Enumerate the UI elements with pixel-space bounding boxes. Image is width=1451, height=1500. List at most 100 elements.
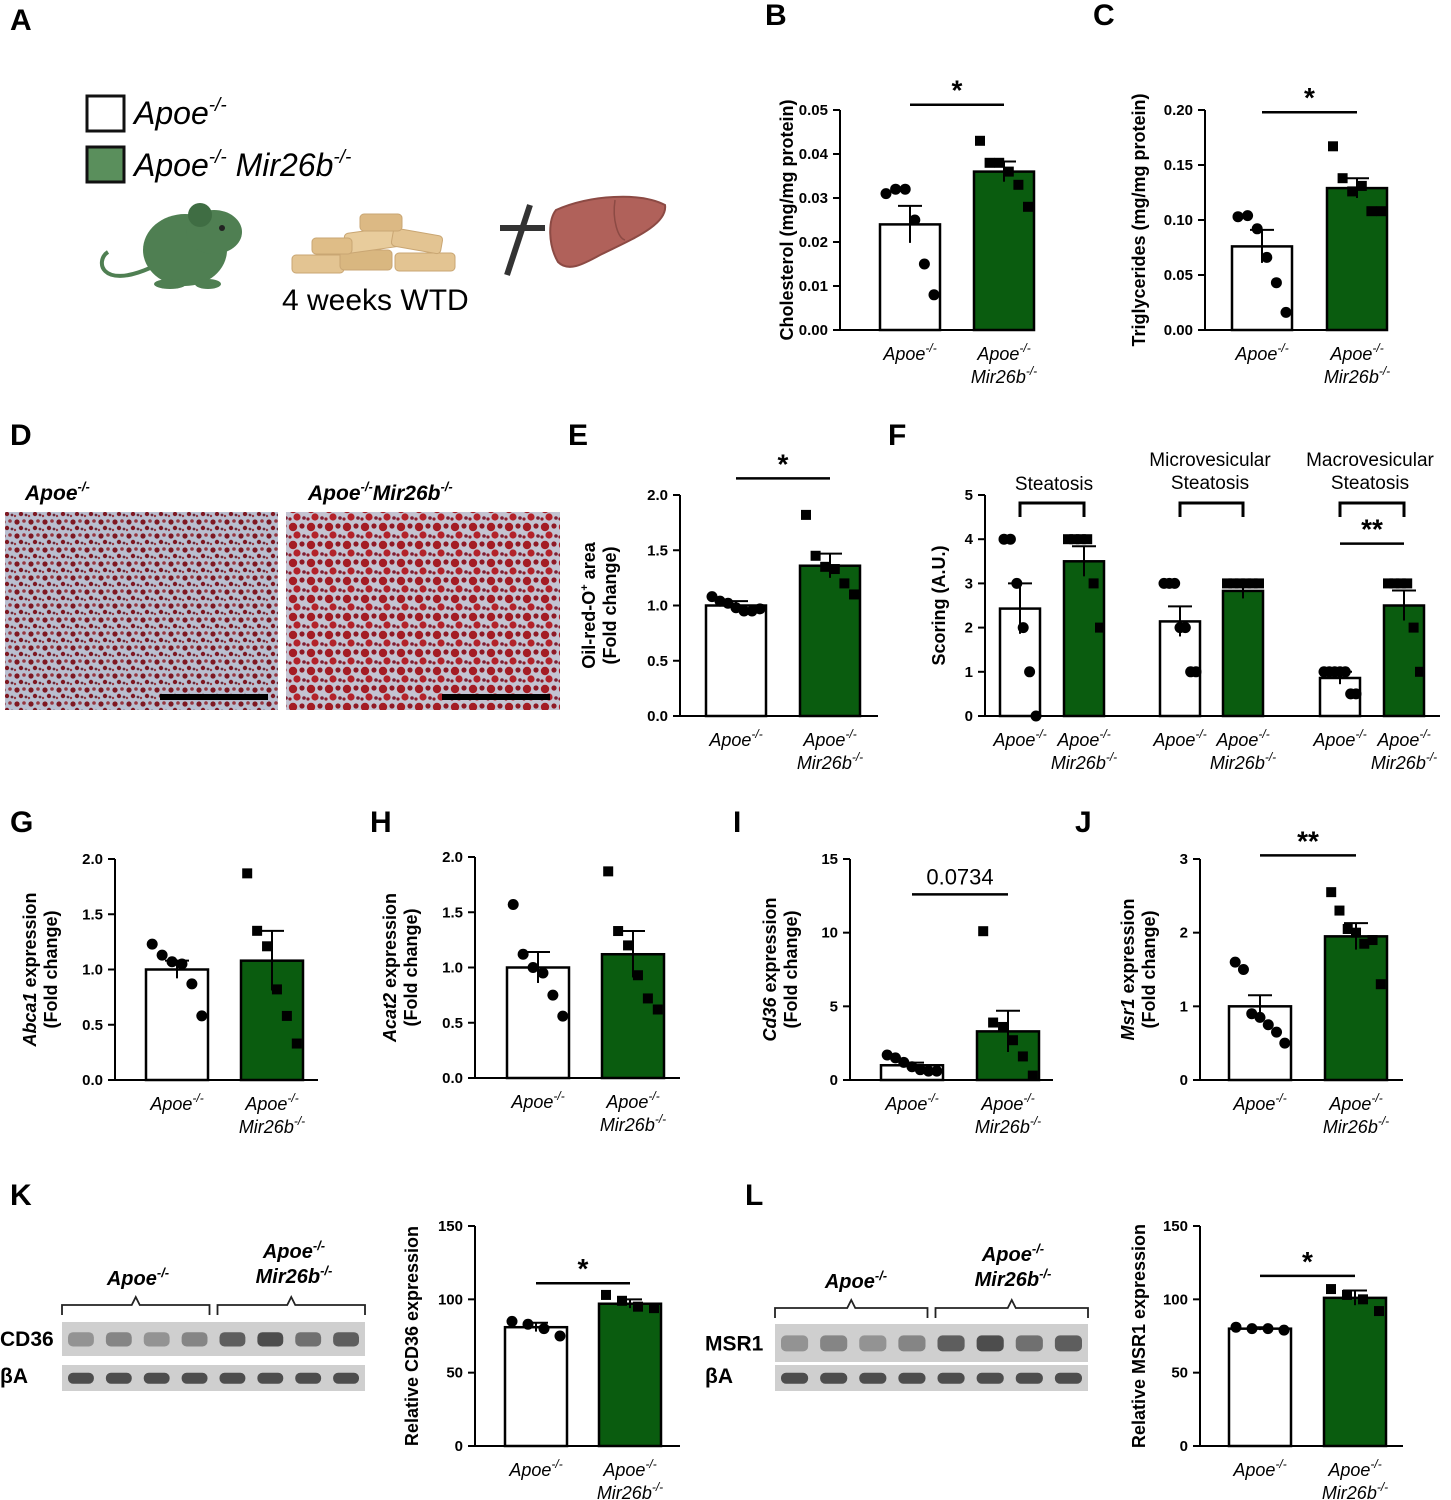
bar-control bbox=[503, 1325, 569, 1448]
x-tick-label-sup: -/- bbox=[845, 727, 856, 741]
x-tick-label-main: Apoe bbox=[510, 1092, 553, 1112]
x-tick-label-sup: -/- bbox=[1379, 364, 1390, 378]
x-tick-label-main: Apoe bbox=[708, 730, 751, 750]
legend-label-knockout: Apoe-/- Mir26b-/- bbox=[132, 147, 351, 183]
x-tick-label-sup: -/- bbox=[645, 1457, 656, 1471]
x-tick-label-sup: -/- bbox=[1378, 1114, 1389, 1128]
blot-band bbox=[781, 1372, 809, 1384]
y-axis-label-rest: expression bbox=[20, 892, 40, 992]
significance-label: 0.0734 bbox=[926, 864, 993, 889]
x-tick-label-sup: -/- bbox=[1275, 1091, 1286, 1105]
x-tick-label-sup: -/- bbox=[1023, 1091, 1034, 1105]
blot-band bbox=[1054, 1335, 1082, 1352]
x-tick-label-sup: -/- bbox=[1377, 1480, 1388, 1494]
y-tick-label: 1.0 bbox=[647, 598, 668, 615]
sacrifice-cross-icon bbox=[500, 204, 545, 276]
chart-e: 0.0 0.5 1.0 1.5 2.0 Oil-red-O+ area(Fold chan… bbox=[579, 448, 878, 773]
x-tick-label-main: Apoe bbox=[1215, 730, 1258, 750]
data-point-circle bbox=[507, 899, 519, 911]
bar-knockout bbox=[972, 170, 1036, 332]
x-tick-label-main: Mir26b bbox=[1210, 753, 1265, 773]
y-tick-label: 0.05 bbox=[1164, 267, 1193, 284]
legend-swatch-control bbox=[85, 94, 126, 133]
data-point-square bbox=[1241, 578, 1252, 589]
panel-letter-g: G bbox=[10, 806, 33, 839]
group-bracket bbox=[61, 1294, 211, 1315]
x-tick-label-main: Apoe bbox=[1376, 730, 1419, 750]
data-point-square bbox=[262, 941, 273, 952]
blot-band bbox=[257, 1332, 284, 1347]
x-tick-label-main: Apoe bbox=[1312, 730, 1355, 750]
y-tick-label: 0.00 bbox=[799, 322, 828, 339]
y-axis-label-part: area bbox=[579, 541, 599, 584]
data-point-circle bbox=[881, 1049, 893, 1061]
data-point-circle bbox=[557, 1010, 569, 1022]
x-tick-label-line2: Mir26b-/- bbox=[1371, 750, 1437, 773]
x-tick-label-sup: -/- bbox=[1030, 1114, 1041, 1128]
x-tick-label-sup: -/- bbox=[1019, 341, 1030, 355]
blot-group-label-line1: Apoe-/- bbox=[981, 1241, 1044, 1266]
blot-band bbox=[181, 1332, 208, 1347]
y-tick-label: 1.5 bbox=[82, 906, 103, 923]
x-tick-label-main: Mir26b bbox=[975, 1117, 1030, 1137]
data-point-circle bbox=[1278, 1324, 1290, 1336]
blot-band bbox=[898, 1372, 926, 1384]
y-tick-label: 0.5 bbox=[647, 653, 668, 670]
x-tick-label-sup: -/- bbox=[1371, 1091, 1382, 1105]
data-point-square bbox=[820, 561, 831, 572]
x-tick-label-sup: -/- bbox=[287, 1091, 298, 1105]
data-point-square bbox=[1326, 887, 1337, 898]
blot-group-label-main: Apoe bbox=[824, 1271, 875, 1293]
y-axis-label: Scoring (A.U.) bbox=[929, 545, 949, 665]
data-point-square bbox=[242, 868, 253, 879]
data-point-circle bbox=[914, 1064, 926, 1076]
x-tick-label-main: Apoe bbox=[884, 1094, 927, 1114]
blot-band bbox=[295, 1372, 322, 1384]
blot-group-label-sup: -/- bbox=[157, 1265, 169, 1280]
chart-g: 0.0 0.5 1.0 1.5 2.0 Abca1 expression(Fold cha… bbox=[20, 851, 318, 1137]
y-axis-gene-name: Abca1 bbox=[20, 993, 40, 1048]
y-axis-gene-name: Msr1 bbox=[1118, 999, 1138, 1041]
data-point-square bbox=[1358, 1294, 1368, 1305]
group-bracket bbox=[934, 1297, 1089, 1318]
data-point-square bbox=[810, 550, 821, 561]
y-axis-label-part: Oil-red-O bbox=[579, 591, 599, 669]
data-point-square bbox=[1075, 534, 1086, 545]
y-axis-label-rest: expression bbox=[760, 897, 780, 997]
data-point-square bbox=[1013, 179, 1024, 190]
group-bracket bbox=[1338, 501, 1406, 517]
data-point-square bbox=[1383, 578, 1393, 589]
y-tick-label: 0.15 bbox=[1164, 157, 1193, 174]
x-tick-label: Apoe-/- bbox=[1234, 341, 1288, 364]
data-point-circle bbox=[554, 1330, 566, 1342]
legend-label-control: Apoe-/- bbox=[132, 95, 227, 131]
blot-row-label: CD36 bbox=[0, 1328, 54, 1351]
group-title-macrovesicular: Macrovesicular Steatosis bbox=[1306, 450, 1434, 494]
x-tick-label-main: Mir26b bbox=[1322, 1483, 1377, 1500]
panel-letter-c: C bbox=[1093, 0, 1115, 32]
blots-layer: Apoe-/-Apoe-/-Mir26b-/-CD36βAApoe-/-Apoe… bbox=[0, 1238, 1089, 1391]
data-point-circle bbox=[909, 214, 921, 226]
data-point-square bbox=[829, 564, 840, 575]
x-tick-label: Apoe-/- bbox=[1056, 727, 1110, 750]
x-tick-label-main: Apoe bbox=[802, 730, 845, 750]
y-tick-label: 100 bbox=[1163, 1291, 1188, 1308]
data-point-square bbox=[1095, 622, 1105, 633]
bar-control bbox=[704, 604, 768, 718]
x-tick-label-main: Mir26b bbox=[597, 1483, 652, 1500]
data-point-circle bbox=[918, 258, 930, 270]
x-tick-label-main: Mir26b bbox=[1051, 753, 1106, 773]
x-tick-label-main: Apoe bbox=[1232, 1094, 1275, 1114]
panel-letter-a: A bbox=[10, 4, 32, 37]
data-point-circle bbox=[538, 1323, 550, 1335]
data-point-circle bbox=[1242, 210, 1254, 222]
data-point-circle bbox=[1179, 622, 1191, 634]
blot-group-label-sup: -/- bbox=[320, 1263, 332, 1278]
data-point-square bbox=[1247, 578, 1258, 589]
x-tick-label-line2: Mir26b-/- bbox=[975, 1114, 1041, 1137]
blot-band bbox=[1015, 1335, 1043, 1352]
data-point-square bbox=[1389, 578, 1400, 589]
y-tick-label: 2.0 bbox=[442, 849, 463, 866]
blot-band bbox=[976, 1335, 1004, 1352]
y-axis-label: Triglycerides (mg/mg protein) bbox=[1129, 93, 1149, 346]
